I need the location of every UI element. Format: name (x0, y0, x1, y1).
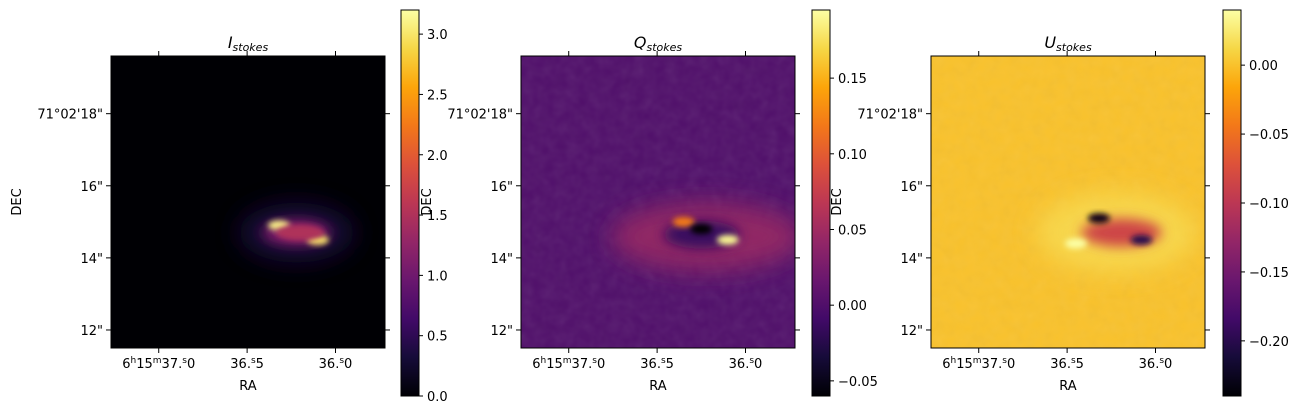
chart-title: Qstokes (634, 33, 683, 54)
colorbar (811, 9, 831, 397)
feature-positive-lobe-2 (672, 216, 695, 227)
colorbar (400, 9, 420, 397)
colorbar-tick-label: 0.15 (838, 72, 867, 87)
y-tick-label: 16" (80, 180, 103, 195)
colorbar-tick-label: −0.05 (1249, 128, 1289, 143)
axes-frame (520, 55, 796, 349)
heatmap-image (111, 56, 385, 348)
colorbar-tick-label: −0.05 (838, 375, 878, 390)
y-tick-label: 71°02'18" (37, 108, 103, 123)
colorbar-tick-label: 0.5 (427, 330, 448, 345)
x-tick-label: 6h15m37.s0 (532, 356, 605, 372)
y-tick-label: 16" (490, 180, 513, 195)
x-axis-label: RA (239, 379, 257, 394)
colorbar-tick-label: −0.15 (1249, 266, 1289, 281)
colorbar-tick-label: 0.10 (838, 148, 867, 163)
colorbar-tick-label: 0.00 (1249, 59, 1278, 74)
colorbar-tick-label: 0.05 (838, 223, 867, 238)
y-axis-label: DEC (10, 188, 25, 215)
panel-u-stokes: 6h15m37.s0 36.s5 36.s0 71°02'18" 16" 14" 12" RA… (830, 9, 1289, 397)
x-axis-label: RA (649, 379, 667, 394)
y-tick-label: 71°02'18" (447, 108, 513, 123)
axes-frame (110, 55, 386, 349)
colorbar-tick-label: 1.0 (427, 269, 448, 284)
heatmap-image (521, 56, 795, 348)
y-tick-label: 14" (490, 252, 513, 267)
feature-negative-lobe-1 (1087, 213, 1110, 224)
y-tick-label: 16" (900, 180, 923, 195)
axes-frame (930, 55, 1206, 349)
colorbar-tick-label: −0.20 (1249, 335, 1289, 350)
colorbar-tick-label: 3.0 (427, 28, 448, 43)
x-tick-label: 36.s5 (230, 356, 264, 372)
feature-positive-patch (1064, 238, 1087, 249)
y-tick-label: 12" (900, 324, 923, 339)
x-tick-label: 6h15m37.s0 (122, 356, 195, 372)
y-tick-label: 12" (80, 324, 103, 339)
noise-texture (521, 56, 795, 348)
y-axis-label: DEC (420, 188, 435, 215)
panel-q-stokes: 6h15m37.s0 36.s5 36.s0 71°02'18" 16" 14" 12" RA… (420, 9, 878, 397)
x-tick-label: 6h15m37.s0 (942, 356, 1015, 372)
heatmap-image (931, 56, 1205, 348)
colorbar-tick-label: 2.5 (427, 88, 448, 103)
feature-negative-lobe-2 (1130, 234, 1153, 245)
x-tick-label: 36.s0 (729, 356, 763, 372)
y-tick-label: 71°02'18" (857, 108, 923, 123)
colorbar (1222, 9, 1242, 397)
chart-title: Istokes (228, 33, 269, 54)
colorbar-tick-label: 1.5 (427, 209, 448, 224)
feature-emission-body (276, 224, 325, 241)
feature-positive-lobe (716, 234, 739, 245)
colorbar-tick-label: −0.10 (1249, 197, 1289, 212)
x-axis-label: RA (1059, 379, 1077, 394)
x-tick-label: 36.s5 (640, 356, 674, 372)
feature-negative-core (690, 224, 713, 235)
colorbar-tick-label: 0.00 (838, 299, 867, 314)
colorbar-tick-label: 2.0 (427, 149, 448, 164)
colorbar-tick-label: 0.0 (427, 390, 448, 405)
x-tick-label: 36.s5 (1050, 356, 1084, 372)
y-axis-label: DEC (830, 188, 845, 215)
y-tick-label: 14" (80, 252, 103, 267)
chart-title: Ustokes (1044, 33, 1092, 54)
heatmap-background (111, 56, 385, 348)
x-tick-label: 36.s0 (1139, 356, 1173, 372)
x-tick-label: 36.s0 (319, 356, 353, 372)
y-tick-label: 12" (490, 324, 513, 339)
panel-i-stokes: 6h15m37.s0 36.s5 36.s0 71°02'18" 16" 14" 12" RA… (10, 9, 448, 405)
y-tick-label: 14" (900, 252, 923, 267)
